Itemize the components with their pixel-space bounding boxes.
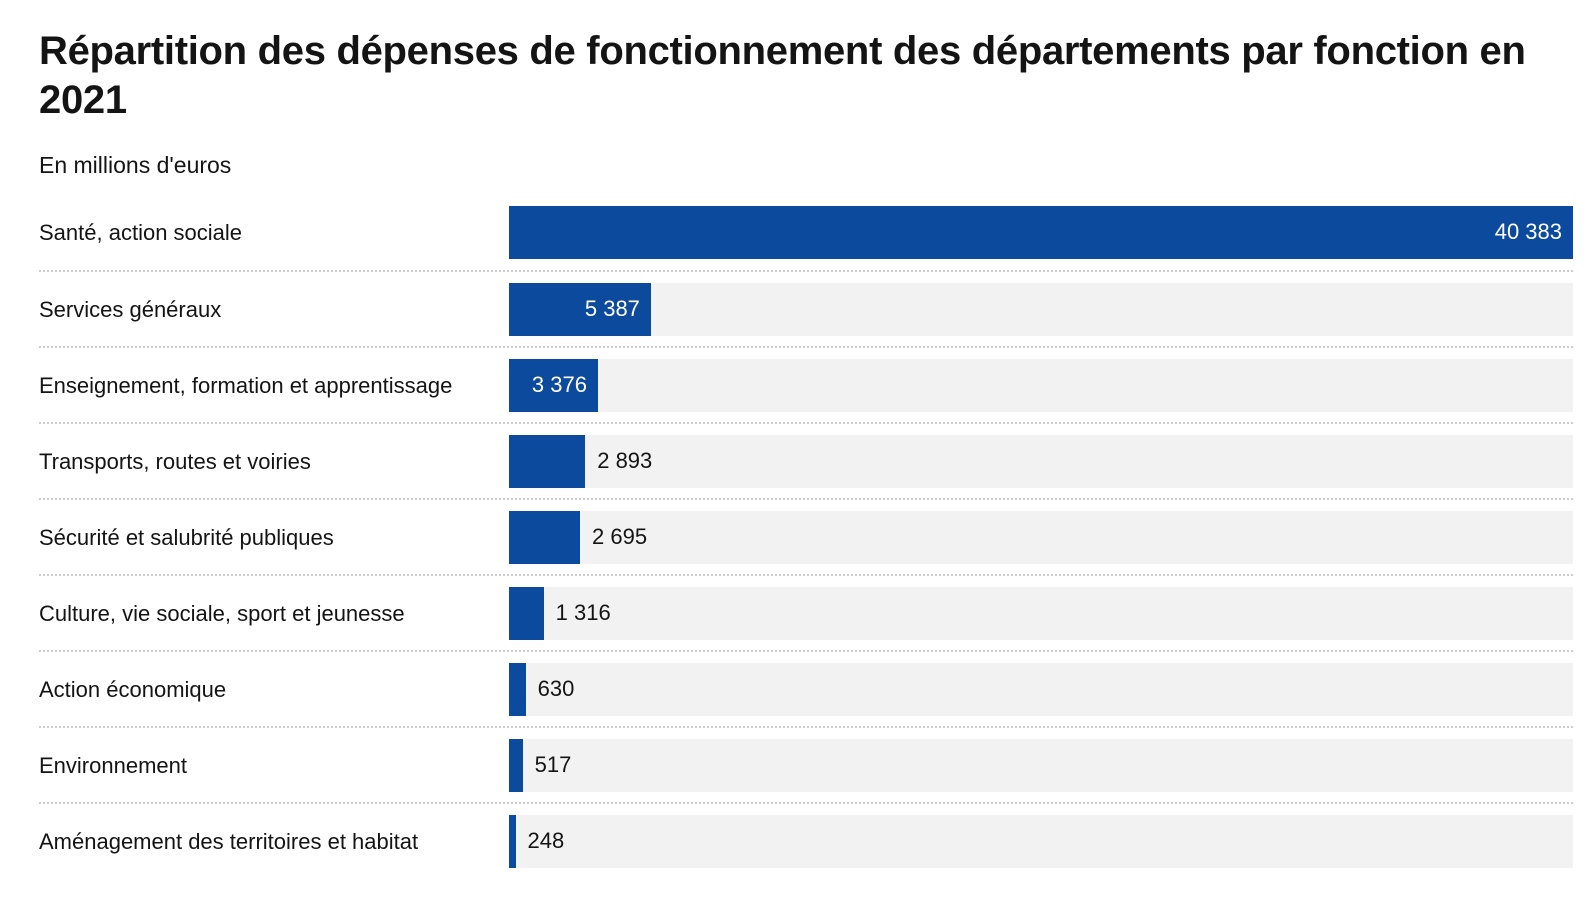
page-title: Répartition des dépenses de fonctionneme…: [39, 29, 1526, 122]
category-label: Santé, action sociale: [39, 219, 243, 245]
chart-row: Culture, vie sociale, sport et jeunesse 1…: [39, 574, 1573, 650]
bar-track: 2 695: [509, 510, 1573, 564]
category-label: Aménagement des territoires et habitat: [39, 828, 419, 854]
chart-row: Enseignement, formation et apprentissage…: [39, 346, 1573, 422]
category-label: Services généraux: [39, 296, 222, 322]
bar-track: 1 316: [509, 586, 1573, 640]
chart-row: Action économique 630: [39, 650, 1573, 726]
value-label: 630: [537, 676, 575, 701]
bar-track: 517: [509, 738, 1573, 792]
unit-label: En millions d'euros: [39, 152, 232, 178]
bar: 3 376: [509, 358, 598, 412]
value-label: 40 383: [1494, 219, 1562, 244]
bar-track: 40 383: [509, 205, 1573, 259]
category-label: Transports, routes et voiries: [39, 448, 311, 474]
category-label: Sécurité et salubrité publiques: [39, 524, 334, 550]
chart-row: Services généraux 5 387: [39, 270, 1573, 346]
bar-track: 3 376: [509, 358, 1573, 412]
bar: 5 387: [509, 282, 651, 336]
value-label: 3 376: [531, 372, 587, 397]
chart-row: Santé, action sociale 40 383: [39, 194, 1573, 270]
category-label: Enseignement, formation et apprentissage: [39, 372, 453, 398]
bar-track: 630: [509, 662, 1573, 716]
value-label: 2 695: [592, 524, 648, 549]
value-label: 248: [527, 828, 565, 853]
bar: [509, 434, 586, 488]
bar: [509, 662, 526, 716]
bar: [509, 738, 523, 792]
value-label: 5 387: [584, 296, 640, 321]
bar: [509, 510, 580, 564]
chart-row: Transports, routes et voiries 2 893: [39, 422, 1573, 498]
bar-chart: Santé, action sociale 40 383 Services géné…: [39, 194, 1573, 878]
bar: [509, 814, 516, 868]
category-label: Action économique: [39, 676, 227, 702]
category-label: Culture, vie sociale, sport et jeunesse: [39, 600, 405, 626]
chart-row: Environnement 517: [39, 726, 1573, 802]
chart-row: Aménagement des territoires et habitat 24…: [39, 802, 1573, 878]
chart-row: Sécurité et salubrité publiques 2 695: [39, 498, 1573, 574]
category-label: Environnement: [39, 752, 187, 778]
value-label: 517: [534, 752, 572, 777]
bar-track: 5 387: [509, 282, 1573, 336]
value-label: 2 893: [597, 448, 653, 473]
bar: [509, 586, 544, 640]
bar-track: 2 893: [509, 434, 1573, 488]
bar-track: 248: [509, 814, 1573, 868]
value-label: 1 316: [555, 600, 611, 625]
bar: 40 383: [509, 205, 1573, 259]
